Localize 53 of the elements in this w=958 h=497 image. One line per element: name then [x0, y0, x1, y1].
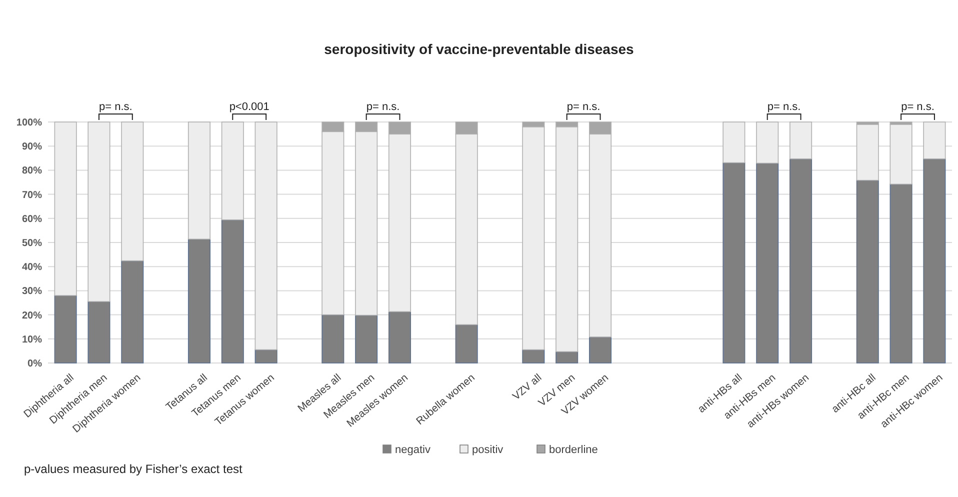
y-tick-label: 40%	[22, 262, 42, 274]
y-tick-label: 60%	[22, 214, 42, 225]
y-tick-label: 80%	[22, 166, 42, 177]
bar	[54, 122, 77, 296]
annotation: p= n.s.	[99, 101, 132, 113]
bar	[121, 260, 144, 364]
annotation: p<0.001	[229, 101, 270, 113]
y-tick-label: 10%	[22, 334, 42, 346]
bar	[756, 162, 779, 364]
bar	[722, 122, 746, 164]
text: p-values measured by Fisher’s exact test	[24, 462, 243, 476]
bar	[756, 122, 779, 164]
y-tick-label: 70%	[22, 190, 42, 201]
y-tick-label: 90%	[22, 142, 42, 153]
bar	[923, 158, 946, 364]
bar	[890, 184, 912, 364]
bar	[322, 314, 344, 364]
bar	[890, 124, 912, 185]
bar	[88, 301, 110, 364]
chart-title: seropositivity of vaccine-preventable diseases	[324, 41, 634, 57]
bar	[221, 219, 244, 364]
bar	[355, 314, 378, 364]
bar	[188, 238, 210, 364]
bar	[388, 311, 412, 364]
legend-label: borderline	[549, 444, 598, 456]
annotation: p= n.s.	[767, 101, 801, 113]
y-tick-label: 100%	[16, 118, 42, 128]
bar	[923, 122, 946, 160]
bar	[790, 122, 812, 160]
y-tick-label: 50%	[22, 238, 42, 249]
annotation: p= n.s.	[566, 101, 600, 113]
y-tick-label: 30%	[22, 286, 42, 298]
legend-label: positiv	[472, 444, 504, 456]
bar	[522, 349, 545, 364]
bar	[556, 351, 578, 364]
bar	[88, 122, 110, 302]
bar	[54, 295, 77, 364]
bar	[790, 158, 812, 364]
annotation: p= n.s.	[901, 101, 934, 113]
bar	[455, 324, 478, 364]
bar	[254, 349, 278, 364]
bar	[188, 122, 210, 240]
bar	[722, 162, 746, 364]
bar	[121, 122, 144, 262]
y-tick-label: 20%	[22, 310, 42, 322]
legend-label: negativ	[395, 444, 431, 456]
bar	[254, 122, 278, 350]
bar	[856, 124, 879, 181]
y-tick-label: 0%	[28, 358, 42, 370]
bar	[221, 122, 244, 220]
bar	[588, 336, 612, 364]
bar	[856, 180, 879, 364]
annotation: p= n.s.	[366, 101, 400, 113]
